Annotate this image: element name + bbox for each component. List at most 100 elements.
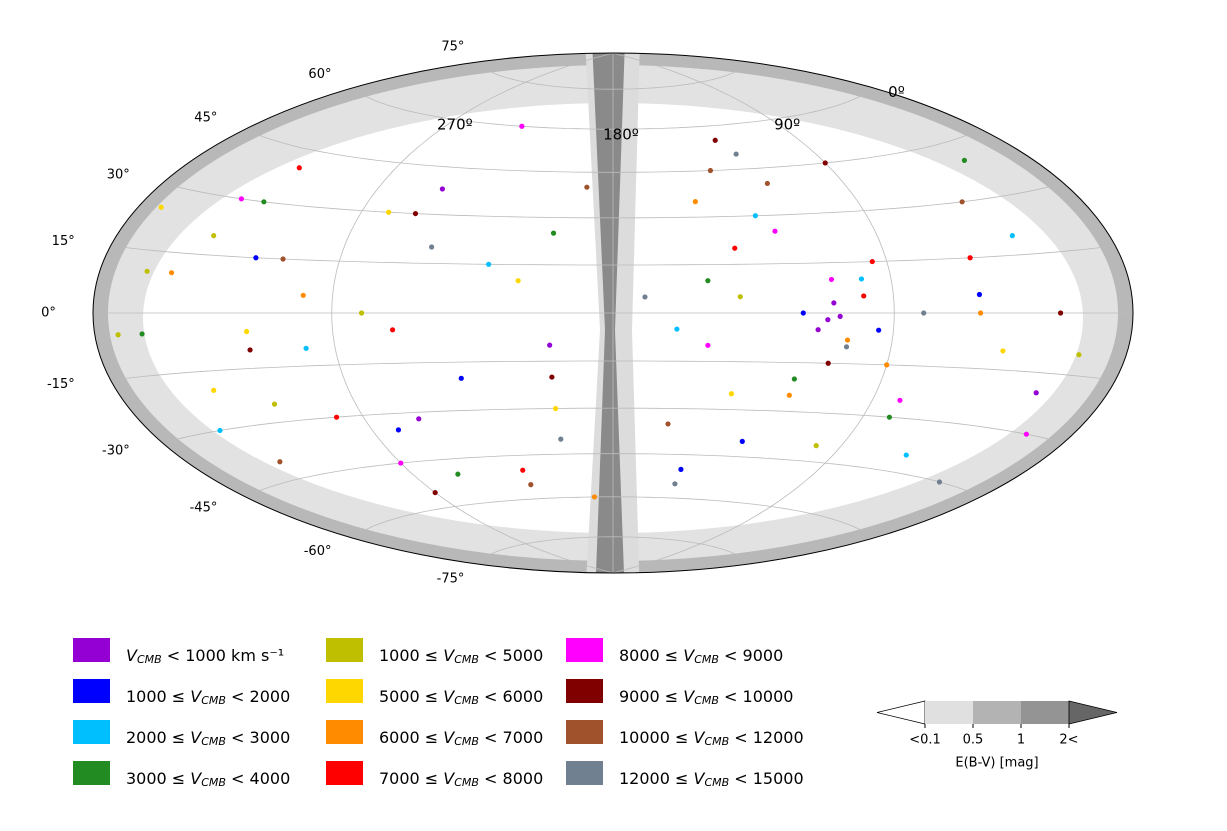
point [584,184,590,190]
point [884,362,890,368]
legend-label: 10000 ≤ VCMB < 12000 [619,728,804,749]
point [1000,348,1006,354]
legend-swatch [326,679,363,703]
point [976,291,983,298]
legend-swatch [566,638,603,662]
legend-swatch [566,679,603,703]
point [921,310,927,316]
colorbar-tick-label: <0.1 [909,733,941,748]
point [458,375,464,381]
point [211,233,217,239]
grid-line [331,52,614,574]
y-tick-label: 45° [194,111,217,126]
point [707,167,714,174]
legend-swatch [326,720,363,744]
point [455,471,461,477]
legend-swatch [73,679,110,703]
point [389,327,396,333]
point [813,443,819,449]
point [395,427,402,433]
point [247,347,253,353]
legend-label: 5000 ≤ VCMB < 6000 [379,687,543,708]
point [967,255,973,261]
legend-label: 8000 ≤ VCMB < 9000 [619,646,783,667]
legend-swatch [73,761,110,785]
point [786,392,792,398]
point [358,310,365,316]
point [800,310,806,316]
map-outline [92,52,1134,574]
grid-line [251,128,981,173]
point [705,278,711,284]
point [897,397,903,403]
point [705,342,711,348]
point [528,482,534,488]
point [825,317,831,323]
point [828,276,835,283]
point [959,199,965,205]
point [712,137,718,143]
colorbar-segment [1021,701,1069,724]
legend-label: VCMB < 1000 km s⁻¹ [126,646,284,667]
point [303,345,309,351]
point [277,459,283,465]
y-tick-label: 75° [441,39,464,54]
x-tick-label: 90º [774,115,800,133]
legend-swatch [326,761,363,785]
colorbar: <0.1 0.5 1 2< [876,700,1118,748]
point [791,376,797,382]
point [520,467,526,473]
point [733,151,739,157]
point [861,293,867,299]
point [825,360,831,366]
grid-line [251,453,981,498]
point [672,481,678,487]
point [886,414,893,420]
y-tick-label: -45° [190,500,218,515]
legend-swatch [566,720,603,744]
point [739,438,745,444]
point [243,328,250,335]
point [1076,352,1082,358]
y-tick-label: -75° [437,572,465,587]
point [732,245,738,251]
point [547,342,553,348]
grid-line [171,182,1064,219]
legend-swatch [73,720,110,744]
point [876,327,882,333]
point [737,294,743,300]
point [978,310,984,316]
legend-swatch [566,761,603,785]
legend-label: 1000 ≤ VCMB < 5000 [379,646,543,667]
grid-line [612,52,895,574]
point [961,157,968,163]
point [831,300,837,306]
colorbar-segment [925,701,973,724]
point [519,123,525,129]
point [515,278,521,284]
point [1023,431,1029,437]
point [271,401,278,407]
points [115,123,1082,500]
point [869,258,875,265]
point [158,204,164,210]
extinction-background [93,53,1133,573]
point [115,332,121,338]
point [144,268,150,274]
legend-label: 3000 ≤ VCMB < 4000 [126,769,290,790]
point [432,489,438,496]
y-tick-label: -30° [102,443,130,458]
point [552,405,559,412]
legend-label: 9000 ≤ VCMB < 10000 [619,687,793,708]
y-tick-label: -60° [304,544,332,559]
colorbar-tick-label: 0.5 [963,733,984,748]
y-tick-label: 30° [107,168,130,183]
colorbar-label: E(B-V) [mag] [955,756,1038,771]
point [238,196,245,202]
point [837,313,843,319]
point [642,294,648,300]
point [844,337,851,343]
point [398,460,404,466]
